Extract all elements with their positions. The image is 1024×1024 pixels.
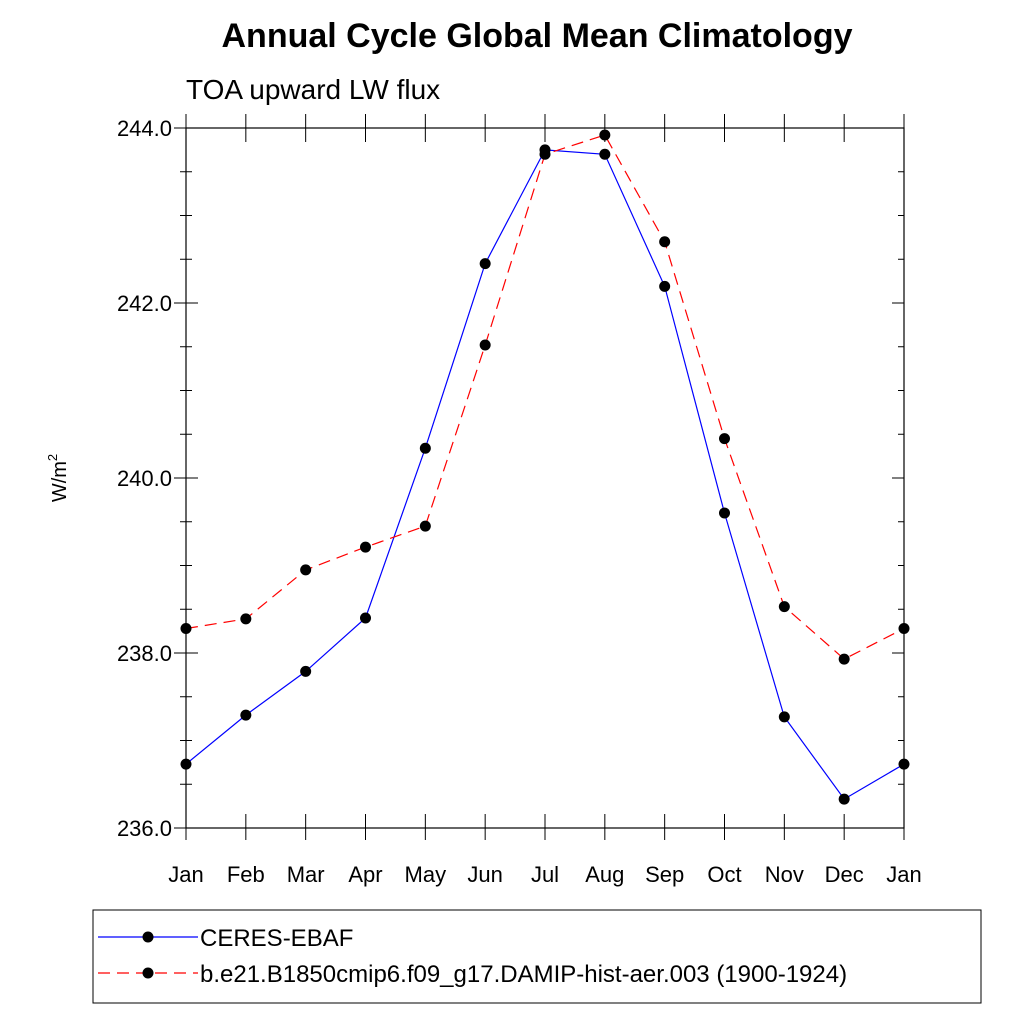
y-axis-label-text: W/m — [49, 461, 71, 502]
x-tick-label: Jan — [168, 862, 203, 887]
x-tick-label: Jun — [467, 862, 502, 887]
series-1-point — [719, 433, 730, 445]
y-tick-label: 240.0 — [117, 466, 172, 491]
x-tick-label: Dec — [825, 862, 864, 887]
series-1-point — [659, 236, 671, 248]
series-0-point — [479, 258, 491, 270]
y-tick-label: 238.0 — [117, 641, 172, 666]
series-1-point — [300, 564, 312, 576]
series-1-point — [360, 541, 371, 553]
x-tick-label: May — [405, 862, 447, 887]
series-line-1 — [185, 134, 905, 660]
series-1-point — [778, 601, 790, 613]
x-tick-label: Feb — [227, 862, 265, 887]
series-1-point — [180, 623, 192, 634]
series-0-point — [659, 280, 671, 292]
series-1-point — [419, 520, 431, 532]
series-1-point — [599, 129, 611, 141]
y-tick-label: 244.0 — [117, 116, 172, 141]
legend-label-1: b.e21.B1850cmip6.f09_g17.DAMIP-hist-aer.… — [200, 961, 847, 988]
series-0-point — [778, 711, 790, 723]
chart-title: Annual Cycle Global Mean Climatology — [222, 17, 853, 55]
axis-ticks — [174, 114, 905, 840]
legend-marker-1 — [142, 967, 154, 979]
series-0-point — [599, 148, 611, 160]
series-0-point — [419, 442, 431, 454]
series-1-point — [240, 613, 252, 625]
y-axis-label-superscript: 2 — [45, 454, 60, 461]
x-tick-labels: Jan Feb Mar Apr May Jun Jul Aug Sep Oct Nov Dec Jan — [168, 862, 921, 887]
series-0-point — [360, 612, 371, 624]
y-tick-label: 242.0 — [117, 291, 172, 316]
series-1-point — [479, 339, 491, 351]
x-tick-label: Aug — [585, 862, 624, 887]
series-line-0 — [185, 149, 905, 800]
svg-text:W/m2: W/m2 — [45, 454, 71, 502]
x-tick-label: Mar — [287, 862, 325, 887]
y-axis-label: W/m2 — [45, 454, 71, 502]
x-tick-label: Apr — [348, 862, 382, 887]
series-1-point — [539, 148, 551, 160]
y-tick-labels: 236.0 238.0 240.0 242.0 244.0 — [117, 116, 172, 841]
x-tick-label: Jul — [531, 862, 559, 887]
series-1-point — [898, 623, 910, 634]
series-0-point — [838, 793, 850, 805]
plot-frame — [185, 127, 905, 829]
series-0-point — [180, 758, 192, 770]
legend: CERES-EBAF b.e21.B1850cmip6.f09_g17.DAMIP… — [98, 925, 847, 988]
chart-subtitle: TOA upward LW flux — [186, 74, 440, 105]
x-tick-label: Sep — [645, 862, 684, 887]
legend-marker-0 — [142, 931, 154, 943]
series-layer — [180, 129, 910, 805]
series-0-point — [300, 665, 312, 677]
legend-box — [92, 909, 982, 1004]
legend-label-0: CERES-EBAF — [200, 925, 353, 952]
series-0-point — [898, 758, 910, 770]
y-tick-label: 236.0 — [117, 816, 172, 841]
series-0-point — [240, 709, 252, 721]
series-0-point — [719, 507, 730, 519]
series-1-point — [838, 653, 850, 665]
x-tick-label: Nov — [765, 862, 804, 887]
x-tick-label: Jan — [886, 862, 921, 887]
x-tick-label: Oct — [707, 862, 741, 887]
